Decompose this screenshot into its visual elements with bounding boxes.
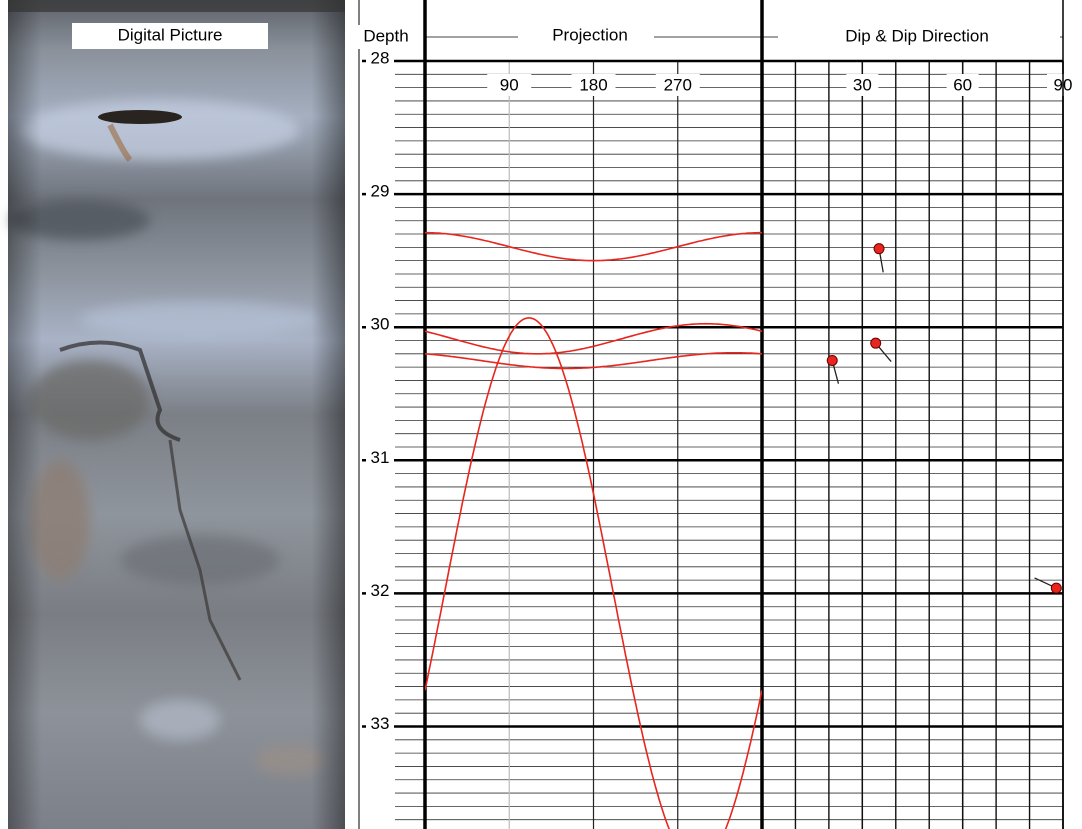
- tadpole-head: [1051, 583, 1061, 593]
- core-photo: [8, 0, 345, 829]
- y-tick-label: 30: [371, 315, 390, 334]
- projection-tick-label: 180: [579, 75, 607, 94]
- dip-title: Dip & Dip Direction: [845, 26, 989, 45]
- labels: Digital Picture Depth Projection Dip & D…: [72, 23, 1060, 49]
- dip-tick-label: 30: [853, 75, 872, 94]
- image-title: Digital Picture: [118, 25, 223, 44]
- chart: 90180270306090282930313233 Digital Pictu…: [0, 0, 1082, 829]
- y-tick-label: 32: [371, 581, 390, 600]
- depth-label: Depth: [363, 26, 408, 45]
- y-tick-label: 29: [371, 182, 390, 201]
- projection-title: Projection: [552, 25, 628, 44]
- projection-tick-label: 90: [500, 75, 519, 94]
- y-tick-label: 33: [371, 714, 390, 733]
- y-tick-label: 28: [371, 48, 390, 67]
- dip-tick-label: 60: [953, 75, 972, 94]
- projection-tick-label: 270: [664, 75, 692, 94]
- tadpole-head: [874, 244, 884, 254]
- y-tick-label: 31: [371, 448, 390, 467]
- tadpole-head: [827, 355, 837, 365]
- tadpole-head: [871, 338, 881, 348]
